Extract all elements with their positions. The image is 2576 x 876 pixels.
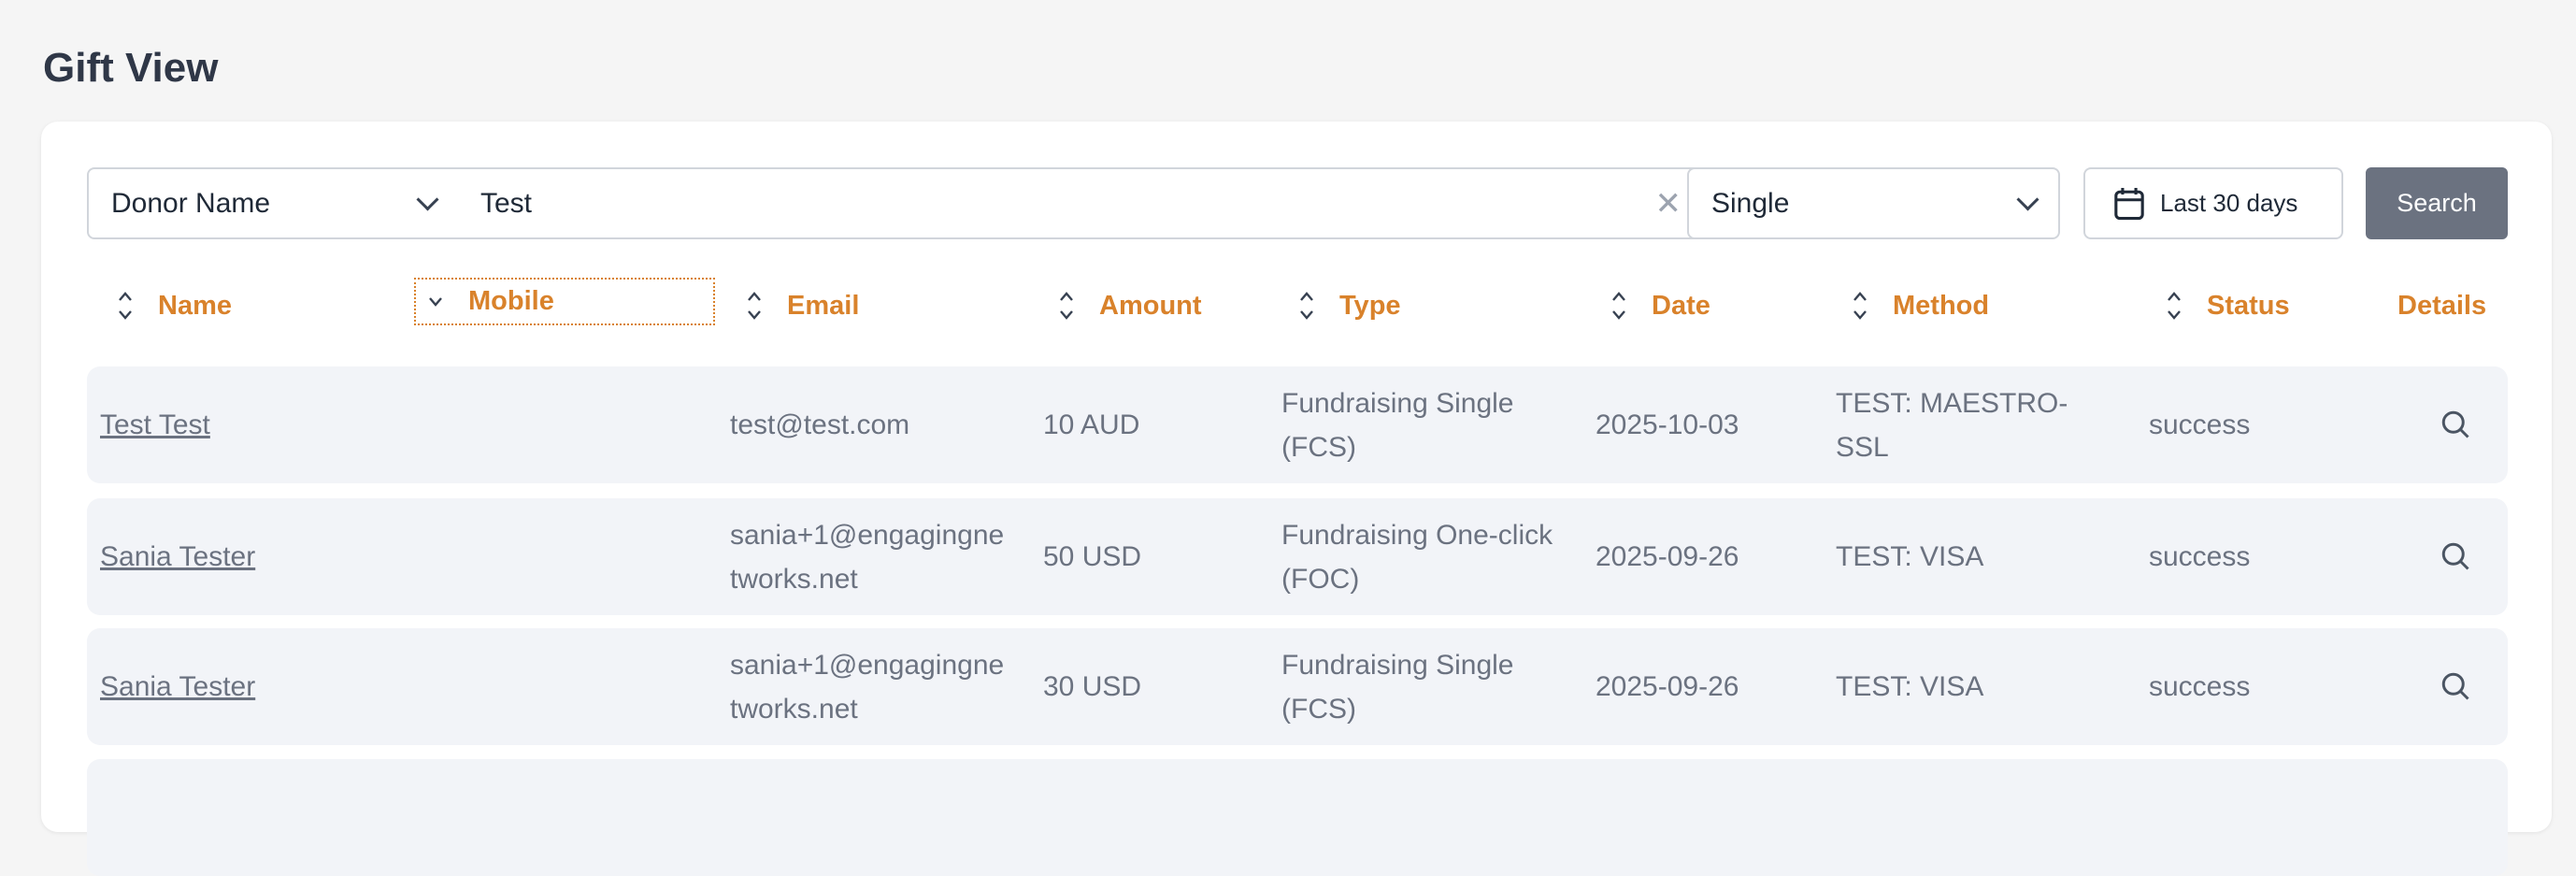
chevron-down-icon <box>2016 188 2039 211</box>
cell-amount: 50 USD <box>1043 498 1267 615</box>
search-icon[interactable] <box>2439 669 2472 703</box>
cell-email: sania+1@engagingne tworks.net <box>730 628 1038 745</box>
cell-date: 2025-09-26 <box>1596 628 1820 745</box>
cell-text: TEST: VISA <box>1836 541 1984 572</box>
cell-text: Fundraising Single (FCS) <box>1281 387 1514 463</box>
close-icon[interactable]: ✕ <box>1654 185 1682 222</box>
table-row: Test Test test@test.com 10 AUD Fundraising … <box>87 366 2508 483</box>
cell-email: sania+1@engagingne tworks.net <box>730 498 1038 615</box>
column-header-details[interactable]: Details <box>2397 282 2486 329</box>
cell-text: TEST: VISA <box>1836 671 1984 702</box>
cell-text: success <box>2149 409 2251 440</box>
cell-type: Fundraising One-click (FOC) <box>1281 498 1590 615</box>
sort-icon <box>119 292 132 320</box>
cell-text: Fundraising One-click (FOC) <box>1281 519 1553 595</box>
table-row <box>87 759 2508 876</box>
field-select-value: Donor Name <box>111 187 271 219</box>
search-input[interactable]: Test ✕ <box>458 167 1706 239</box>
sort-icon <box>1060 292 1073 320</box>
cell-date: 2025-09-26 <box>1596 498 1820 615</box>
chevron-down-icon <box>416 188 439 211</box>
column-header-label: Name <box>158 290 232 321</box>
type-select[interactable]: Single <box>1687 167 2060 239</box>
cell-method: TEST: VISA <box>1836 628 2116 745</box>
field-select[interactable]: Donor Name <box>87 167 460 239</box>
cell-text: Fundraising Single (FCS) <box>1281 649 1514 725</box>
sort-icon <box>748 292 761 320</box>
column-header-label: Amount <box>1099 290 1202 321</box>
cell-method: TEST: MAESTRO-SSL <box>1836 366 2116 483</box>
column-header-status[interactable]: Status <box>2164 282 2290 329</box>
sort-icon <box>1612 292 1625 320</box>
cell-status: success <box>2149 498 2373 615</box>
type-select-value: Single <box>1711 187 1790 219</box>
cell-text: 30 USD <box>1043 671 1142 702</box>
column-header-label: Status <box>2207 290 2290 321</box>
date-range-label: Last 30 days <box>2160 189 2298 217</box>
cell-text: 50 USD <box>1043 541 1142 572</box>
cell-name: Test Test <box>100 366 661 483</box>
table-row: Sania Tester sania+1@engagingne tworks.ne… <box>87 628 2508 745</box>
column-header-name[interactable]: Name <box>115 282 232 329</box>
cell-text: sania+1@engagingne tworks.net <box>730 519 1005 595</box>
donor-name-link[interactable]: Sania Tester <box>100 671 256 702</box>
cell-text: 10 AUD <box>1043 409 1140 440</box>
column-header-label: Mobile <box>468 286 554 316</box>
cell-status: success <box>2149 628 2373 745</box>
column-header-label: Email <box>787 290 860 321</box>
cell-text: test@test.com <box>730 409 910 440</box>
column-header-type[interactable]: Type <box>1296 282 1401 329</box>
cell-amount: 10 AUD <box>1043 366 1267 483</box>
cell-text: 2025-09-26 <box>1596 541 1739 572</box>
page-title: Gift View <box>43 45 219 91</box>
sort-desc-icon <box>429 296 442 307</box>
column-header-mobile[interactable]: Mobile <box>414 278 715 325</box>
donor-name-link[interactable]: Test Test <box>100 409 210 440</box>
search-button[interactable]: Search <box>2366 167 2508 239</box>
column-header-date[interactable]: Date <box>1609 282 1710 329</box>
cell-email: test@test.com <box>730 366 1038 483</box>
cell-text: success <box>2149 671 2251 702</box>
column-header-label: Details <box>2397 290 2487 321</box>
cell-text: success <box>2149 541 2251 572</box>
sort-icon <box>1853 292 1867 320</box>
gift-card: Donor Name Test ✕ Single Last 30 days Se… <box>41 122 2552 876</box>
cell-type: Fundraising Single (FCS) <box>1281 366 1590 483</box>
search-input-value: Test <box>480 187 533 219</box>
cell-name: Sania Tester <box>100 498 661 615</box>
search-icon[interactable] <box>2439 539 2472 573</box>
cell-name: Sania Tester <box>100 628 661 745</box>
cell-amount: 30 USD <box>1043 628 1267 745</box>
cell-type: Fundraising Single (FCS) <box>1281 628 1590 745</box>
cell-text: sania+1@engagingne tworks.net <box>730 649 1005 725</box>
cell-text: 2025-10-03 <box>1596 409 1739 440</box>
column-header-label: Date <box>1652 290 1710 321</box>
calendar-icon <box>2114 187 2144 220</box>
donor-name-link[interactable]: Sania Tester <box>100 541 256 572</box>
column-header-method[interactable]: Method <box>1850 282 1989 329</box>
column-header-label: Method <box>1893 290 1990 321</box>
column-header-amount[interactable]: Amount <box>1056 282 1202 329</box>
sort-icon <box>2168 292 2181 320</box>
sort-icon <box>1300 292 1313 320</box>
column-header-label: Type <box>1339 290 1401 321</box>
cell-date: 2025-10-03 <box>1596 366 1820 483</box>
search-icon[interactable] <box>2439 408 2472 441</box>
cell-method: TEST: VISA <box>1836 498 2116 615</box>
cell-status: success <box>2149 366 2373 483</box>
column-header-email[interactable]: Email <box>744 282 859 329</box>
table-row: Sania Tester sania+1@engagingne tworks.ne… <box>87 498 2508 615</box>
cell-text: TEST: MAESTRO-SSL <box>1836 387 2068 463</box>
date-range-button[interactable]: Last 30 days <box>2083 167 2343 239</box>
cell-text: 2025-09-26 <box>1596 671 1739 702</box>
